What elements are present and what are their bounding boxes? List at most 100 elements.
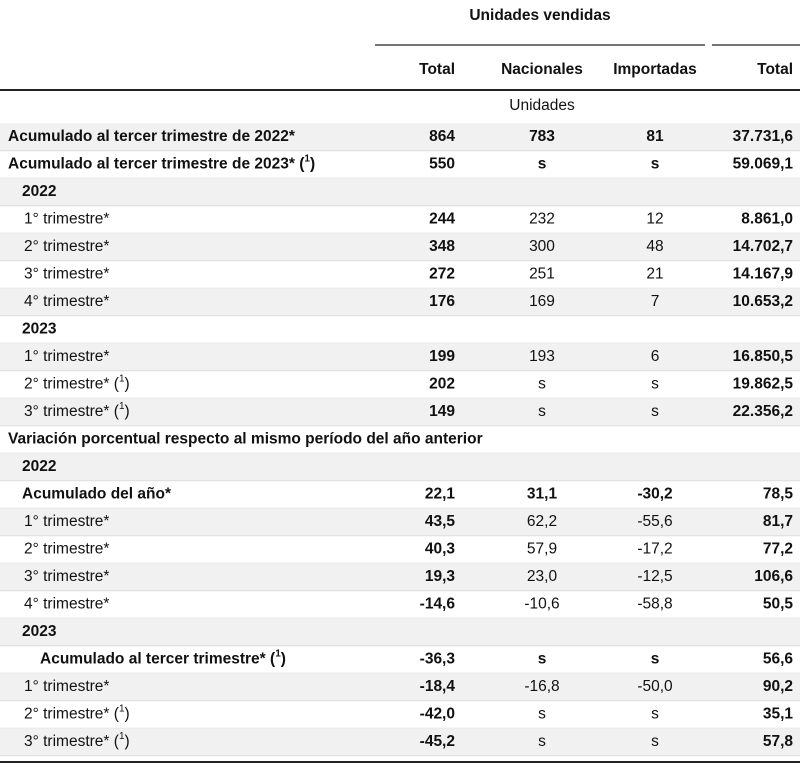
row-label: 3° trimestre* bbox=[24, 266, 109, 283]
row-label: 2° trimestre* bbox=[24, 238, 109, 255]
cell: -36,3 bbox=[420, 651, 456, 668]
cell: -14,6 bbox=[420, 596, 456, 613]
row-label-text: Acumulado al tercer trimestre de 2023* bbox=[8, 156, 296, 173]
row-label: 1° trimestre* bbox=[24, 513, 109, 530]
row-label-text: 1° trimestre* bbox=[24, 348, 109, 365]
cell: -45,2 bbox=[420, 733, 455, 750]
row-stripe bbox=[0, 398, 800, 426]
cell: 77,2 bbox=[763, 541, 793, 558]
cell: 21 bbox=[646, 266, 663, 283]
cell: 40,3 bbox=[425, 541, 456, 558]
group-header: Unidades vendidas bbox=[469, 7, 610, 24]
row-stripe bbox=[0, 123, 800, 151]
unit-label: Unidades bbox=[509, 97, 575, 114]
footnote-mark: ( bbox=[299, 156, 305, 173]
row-label-text: 4° trimestre* bbox=[24, 293, 109, 310]
row-label-text: 3° trimestre* bbox=[24, 568, 109, 585]
cell: 348 bbox=[429, 238, 455, 255]
cell: 251 bbox=[529, 266, 555, 283]
row-label-text: 2° trimestre* bbox=[24, 706, 109, 723]
cell: 81,7 bbox=[763, 513, 793, 530]
row-label-text: 2022 bbox=[22, 183, 56, 200]
cell: 19,3 bbox=[425, 568, 456, 585]
row-label: 1° trimestre* bbox=[24, 678, 109, 695]
cell: 783 bbox=[529, 128, 555, 145]
cell: s bbox=[538, 651, 547, 668]
cell: 22.356,2 bbox=[733, 403, 793, 420]
footnote-mark: ) bbox=[125, 376, 130, 393]
row-label: 4° trimestre* bbox=[24, 596, 109, 613]
cell: s bbox=[651, 733, 659, 750]
cell: -12,5 bbox=[637, 568, 672, 585]
row-label: Acumulado al tercer trimestre de 2022* bbox=[8, 128, 296, 145]
footnote-mark: 1 bbox=[119, 704, 125, 715]
cell: 56,6 bbox=[763, 651, 794, 668]
cell: s bbox=[651, 156, 660, 173]
cell: 35,1 bbox=[763, 706, 794, 723]
row-stripe bbox=[0, 178, 800, 206]
row-stripe bbox=[0, 618, 800, 646]
footnote-mark: ( bbox=[114, 706, 120, 723]
cell: 244 bbox=[429, 211, 455, 228]
cell: s bbox=[538, 376, 546, 393]
footnote-mark: 1 bbox=[275, 649, 281, 660]
row-label-text: 3° trimestre* bbox=[24, 733, 109, 750]
cell: -58,8 bbox=[637, 596, 672, 613]
cell: s bbox=[538, 706, 546, 723]
row-label-text: 1° trimestre* bbox=[24, 211, 109, 228]
row-stripe bbox=[0, 563, 800, 591]
cell: 176 bbox=[429, 293, 455, 310]
cell: -18,4 bbox=[420, 678, 456, 695]
row-stripe bbox=[0, 233, 800, 261]
cell: 6 bbox=[651, 348, 660, 365]
cell: 14.702,7 bbox=[733, 238, 793, 255]
row-label: 2022 bbox=[22, 183, 56, 200]
column-header: Importadas bbox=[613, 61, 697, 78]
cell: 48 bbox=[646, 238, 663, 255]
cell: 22,1 bbox=[425, 486, 456, 503]
cell: 59.069,1 bbox=[733, 156, 794, 173]
cell: 149 bbox=[429, 403, 455, 420]
cell: 7 bbox=[651, 293, 660, 310]
cell: -17,2 bbox=[637, 541, 672, 558]
footnote-mark: ) bbox=[125, 403, 130, 420]
row-label: 2° trimestre* (1) bbox=[24, 374, 130, 393]
cell: 10.653,2 bbox=[733, 293, 793, 310]
cell: s bbox=[538, 403, 546, 420]
column-header: Nacionales bbox=[501, 61, 583, 78]
row-label: 2023 bbox=[22, 321, 57, 338]
row-label: 3° trimestre* bbox=[24, 568, 109, 585]
footnote-mark: 1 bbox=[304, 154, 310, 165]
row-label-text: Acumulado al tercer trimestre* bbox=[40, 651, 267, 668]
row-label: 1° trimestre* bbox=[24, 348, 109, 365]
cell: 864 bbox=[429, 128, 455, 145]
column-header: Total bbox=[419, 61, 455, 78]
footnote-mark: ) bbox=[125, 706, 130, 723]
cell: 78,5 bbox=[763, 486, 794, 503]
row-label: Acumulado al tercer trimestre* (1) bbox=[40, 649, 286, 668]
footnote-mark: ) bbox=[125, 733, 130, 750]
footnote-mark: ( bbox=[114, 376, 120, 393]
row-label: 2° trimestre* bbox=[24, 541, 109, 558]
cell: 31,1 bbox=[527, 486, 558, 503]
row-label: 4° trimestre* bbox=[24, 293, 109, 310]
row-stripe bbox=[0, 453, 800, 481]
cell: -30,2 bbox=[637, 486, 672, 503]
cell: 202 bbox=[429, 376, 455, 393]
cell: 81 bbox=[646, 128, 664, 145]
cell: 8.861,0 bbox=[741, 211, 793, 228]
cell: 50,5 bbox=[763, 596, 794, 613]
cell: 12 bbox=[646, 211, 663, 228]
footnote-mark: ) bbox=[310, 156, 315, 173]
row-label-text: 2022 bbox=[22, 458, 56, 475]
row-label-text: Variación porcentual respecto al mismo p… bbox=[8, 431, 483, 448]
row-stripe bbox=[0, 288, 800, 316]
footnote-mark: ( bbox=[114, 403, 120, 420]
cell: 106,6 bbox=[754, 568, 793, 585]
cell: -42,0 bbox=[420, 706, 455, 723]
row-label: 3° trimestre* (1) bbox=[24, 401, 130, 420]
cell: 57,8 bbox=[763, 733, 794, 750]
cell: s bbox=[651, 651, 660, 668]
row-label-text: Acumulado al tercer trimestre de 2022* bbox=[8, 128, 296, 145]
